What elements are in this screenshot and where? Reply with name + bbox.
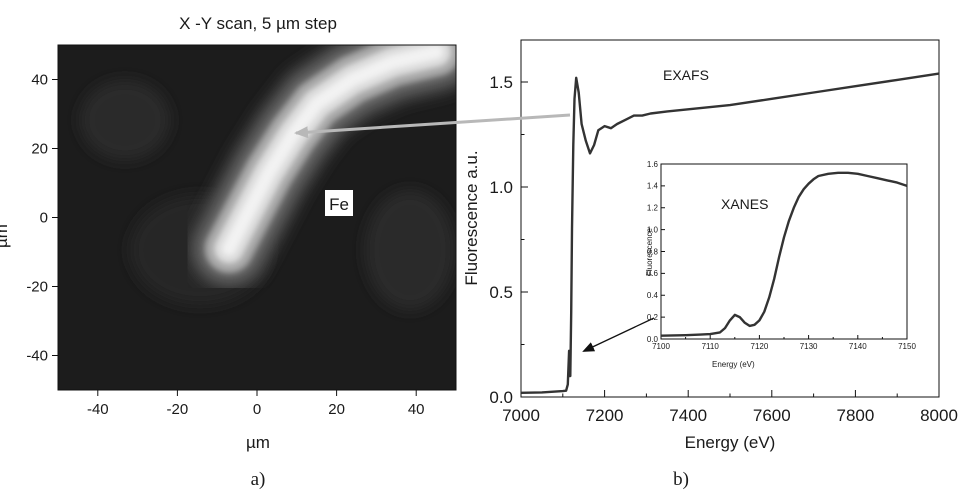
spectrum-x-tick-label: 7600 [753, 406, 791, 425]
heatmap-y-tick-label: 0 [40, 210, 48, 227]
spectrum-x-tick-label: 7000 [502, 406, 540, 425]
spectrum-x-tick-label: 7800 [836, 406, 874, 425]
spectrum-ylabel: Fluorescence a.u. [462, 150, 481, 285]
inset-y-tick-label: 0.0 [647, 335, 659, 344]
exafs-label: EXAFS [663, 67, 709, 83]
inset-y-tick-label: 0.4 [647, 291, 659, 300]
heatmap-hotspot [186, 45, 456, 292]
inset-y-tick-label: 0.2 [647, 313, 659, 322]
panel-b-letter: b) [673, 469, 689, 490]
inset-axes: 7100 7110 7120 7130 7140 7150 0.0 0.2 0.4 0.6 0.8 1… [647, 160, 917, 351]
inset-y-tick-label: 1.0 [647, 225, 659, 234]
heatmap-plot [58, 45, 456, 390]
inset-x-tick-label: 7120 [751, 342, 769, 351]
heatmap-faint-blob [365, 190, 455, 310]
heatmap-x-tick-label: 0 [253, 401, 261, 418]
inset-y-tick-label: 0.8 [647, 247, 659, 256]
inset-x-tick-label: 7100 [652, 342, 670, 351]
spectrum-y-tick-label: 0.5 [489, 283, 513, 302]
heatmap-y-tick-label: 40 [31, 72, 48, 89]
spectrum-x-tick-label: 7400 [669, 406, 707, 425]
heatmap-y-tick-label: -40 [26, 348, 48, 365]
spectrum-x-tick-label: 8000 [920, 406, 958, 425]
spectrum-axes: 7000 7200 7400 7600 7800 8000 0.0 0.5 1.0 1.5 [489, 73, 958, 425]
fe-label: Fe [329, 195, 349, 214]
spectrum-y-tick-label: 1.0 [489, 178, 513, 197]
heatmap-x-tick-label: 20 [328, 401, 345, 418]
inset-y-tick-label: 1.4 [647, 182, 659, 191]
panel-a-letter: a) [251, 469, 266, 490]
inset-x-tick-label: 7130 [800, 342, 818, 351]
inset-x-tick-label: 7140 [849, 342, 867, 351]
heatmap-y-tick-label: -20 [26, 279, 48, 296]
inset-x-tick-label: 7150 [898, 342, 916, 351]
heatmap-xlabel: µm [246, 433, 270, 452]
gray-arrow [294, 113, 571, 139]
heatmap-x-tick-label: -20 [167, 401, 189, 418]
heatmap-x-tick-label: -40 [87, 401, 109, 418]
inset-x-tick-label: 7110 [702, 342, 720, 351]
inset-y-tick-label: 1.6 [647, 160, 659, 169]
heatmap-ridge-layer [222, 45, 444, 256]
black-arrow [582, 317, 655, 352]
inset-xlabel: Energy (eV) [712, 360, 755, 369]
spectrum-x-tick-label: 7200 [586, 406, 624, 425]
inset-background [648, 158, 908, 340]
heatmap-faint-blob [80, 80, 170, 160]
heatmap-title: X -Y scan, 5 µm step [179, 14, 337, 33]
heatmap-x-tick-label: 40 [408, 401, 425, 418]
spectrum-y-tick-label: 0.0 [489, 388, 513, 407]
heatmap-ylabel: µm [0, 224, 11, 248]
spectrum-y-tick-label: 1.5 [489, 73, 513, 92]
heatmap-axes: -40 -20 0 20 40 -40 -20 0 20 40 [26, 72, 424, 419]
inset-y-tick-label: 0.6 [647, 269, 659, 278]
spectrum-series-line [520, 72, 940, 394]
fe-label-box [325, 190, 353, 216]
heatmap-y-tick-label: 20 [31, 141, 48, 158]
inset-y-tick-label: 1.2 [647, 204, 659, 213]
inset-series-line [660, 171, 908, 337]
spectrum-xlabel: Energy (eV) [685, 433, 776, 452]
xanes-label: XANES [721, 196, 768, 212]
inset-ylabel: Fluorescence [645, 227, 654, 276]
